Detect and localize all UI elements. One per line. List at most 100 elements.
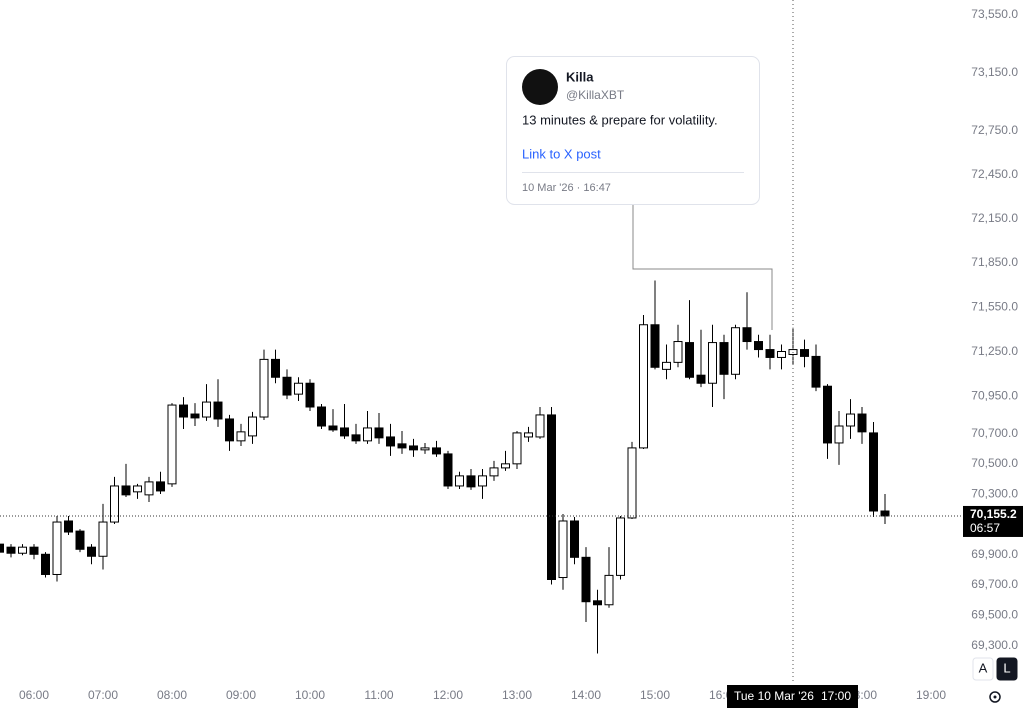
candle-body — [593, 600, 602, 606]
candle-body — [386, 436, 395, 447]
y-tick-label: 71,250.0 — [971, 344, 1018, 358]
x-tick-label: 07:00 — [88, 688, 118, 702]
y-tick-label: 72,450.0 — [971, 167, 1018, 181]
y-tick-label: 71,550.0 — [971, 299, 1018, 313]
price-label: 70,155.2 — [970, 507, 1017, 521]
post-link[interactable]: Link to X post — [522, 146, 601, 161]
y-tick-label: 69,900.0 — [971, 547, 1018, 561]
x-tick-label: 11:00 — [364, 688, 393, 702]
candle-body — [754, 341, 763, 351]
candle-body — [558, 520, 568, 579]
candle-body — [259, 358, 269, 418]
candle-body — [604, 574, 614, 606]
candle-body — [524, 432, 533, 438]
candle-body — [282, 376, 292, 396]
candle-body — [374, 427, 384, 439]
post-date: 10 Mar '26 · 16:47 — [522, 182, 611, 194]
candle-body — [156, 481, 165, 492]
candle-body — [0, 543, 4, 553]
candle-body — [777, 350, 786, 358]
crosshair-date: Tue 10 Mar '26 — [734, 689, 814, 703]
y-tick-label: 70,300.0 — [971, 486, 1018, 500]
candle-body — [443, 453, 453, 487]
y-tick-label: 71,850.0 — [971, 255, 1018, 269]
candle-body — [811, 355, 821, 388]
candle-body — [363, 427, 372, 442]
candle-body — [535, 414, 545, 438]
candle-body — [271, 358, 280, 378]
candle-body — [179, 404, 188, 418]
candle-body — [98, 521, 108, 557]
x-tick-label: 13:00 — [502, 688, 532, 702]
x-tick-label: 12:00 — [433, 688, 463, 702]
candle-body — [133, 485, 142, 493]
x-tick-label: 15:00 — [640, 688, 670, 702]
candle-body — [662, 361, 671, 370]
candle-body — [52, 521, 62, 575]
y-tick-label: 72,150.0 — [971, 211, 1018, 225]
candle-body — [834, 425, 844, 444]
candle-body — [397, 443, 407, 449]
card — [506, 56, 760, 205]
candle-body — [248, 416, 257, 437]
x-tick-label: 19:00 — [916, 688, 946, 702]
candle-body — [18, 546, 27, 554]
candle-body — [213, 401, 223, 420]
candle-body — [719, 342, 729, 375]
candle-body — [121, 485, 131, 496]
y-tick-label: 70,500.0 — [971, 456, 1018, 470]
candle-body — [294, 382, 303, 395]
candle-body — [846, 413, 855, 427]
candle-body — [225, 418, 234, 442]
y-tick-label: 69,700.0 — [971, 577, 1018, 591]
candle-body — [570, 520, 579, 558]
candle-body — [328, 425, 338, 431]
candle-body — [167, 404, 177, 485]
candle-body — [627, 447, 637, 519]
candle-body — [317, 406, 326, 427]
y-tick-label: 69,500.0 — [971, 608, 1018, 622]
y-tick-label: 72,750.0 — [971, 123, 1018, 137]
candle-body — [800, 349, 809, 357]
candle-body — [75, 530, 85, 550]
x-tick-label: 08:00 — [157, 688, 187, 702]
candle-body — [29, 546, 39, 555]
post-handle: @KillaXBT — [566, 88, 625, 102]
price-label-box — [963, 505, 1023, 537]
candle-body — [616, 517, 625, 576]
settings-icon[interactable] — [989, 691, 1001, 703]
scale-button-label[interactable]: L — [1003, 660, 1010, 675]
candle-body — [696, 374, 706, 384]
candle-body — [432, 447, 441, 455]
y-tick-label: 70,950.0 — [971, 389, 1018, 403]
scale-button[interactable] — [972, 657, 994, 681]
candle-body — [466, 475, 476, 488]
countdown: 06:57 — [970, 521, 1000, 535]
candle-body — [41, 553, 50, 575]
candle-body — [144, 481, 154, 496]
post-card[interactable]: Killa @KillaXBT 13 minutes & prepare for… — [506, 56, 773, 331]
y-tick-label: 69,300.0 — [971, 638, 1018, 652]
candle-body — [742, 327, 752, 343]
scale-button[interactable] — [996, 657, 1018, 681]
candle-body — [110, 485, 119, 523]
candle-body — [64, 520, 73, 533]
candle-body — [190, 413, 200, 419]
candle-body — [87, 546, 96, 557]
connector — [632, 205, 773, 330]
candle-body — [6, 546, 16, 554]
x-tick-label: 10:00 — [295, 688, 325, 702]
post-name: Killa — [566, 69, 594, 84]
y-tick-label: 70,700.0 — [971, 426, 1018, 440]
crosshair-label-box — [727, 685, 858, 708]
crosshair-time: 17:00 — [821, 689, 851, 703]
candle-body — [236, 431, 246, 442]
candle-body — [673, 341, 683, 363]
candle-body — [857, 413, 867, 433]
candle-body — [305, 382, 315, 408]
plot-area — [0, 280, 890, 654]
scale-button-label[interactable]: A — [979, 660, 988, 675]
candle-body — [650, 324, 660, 368]
candle-body — [455, 475, 464, 487]
